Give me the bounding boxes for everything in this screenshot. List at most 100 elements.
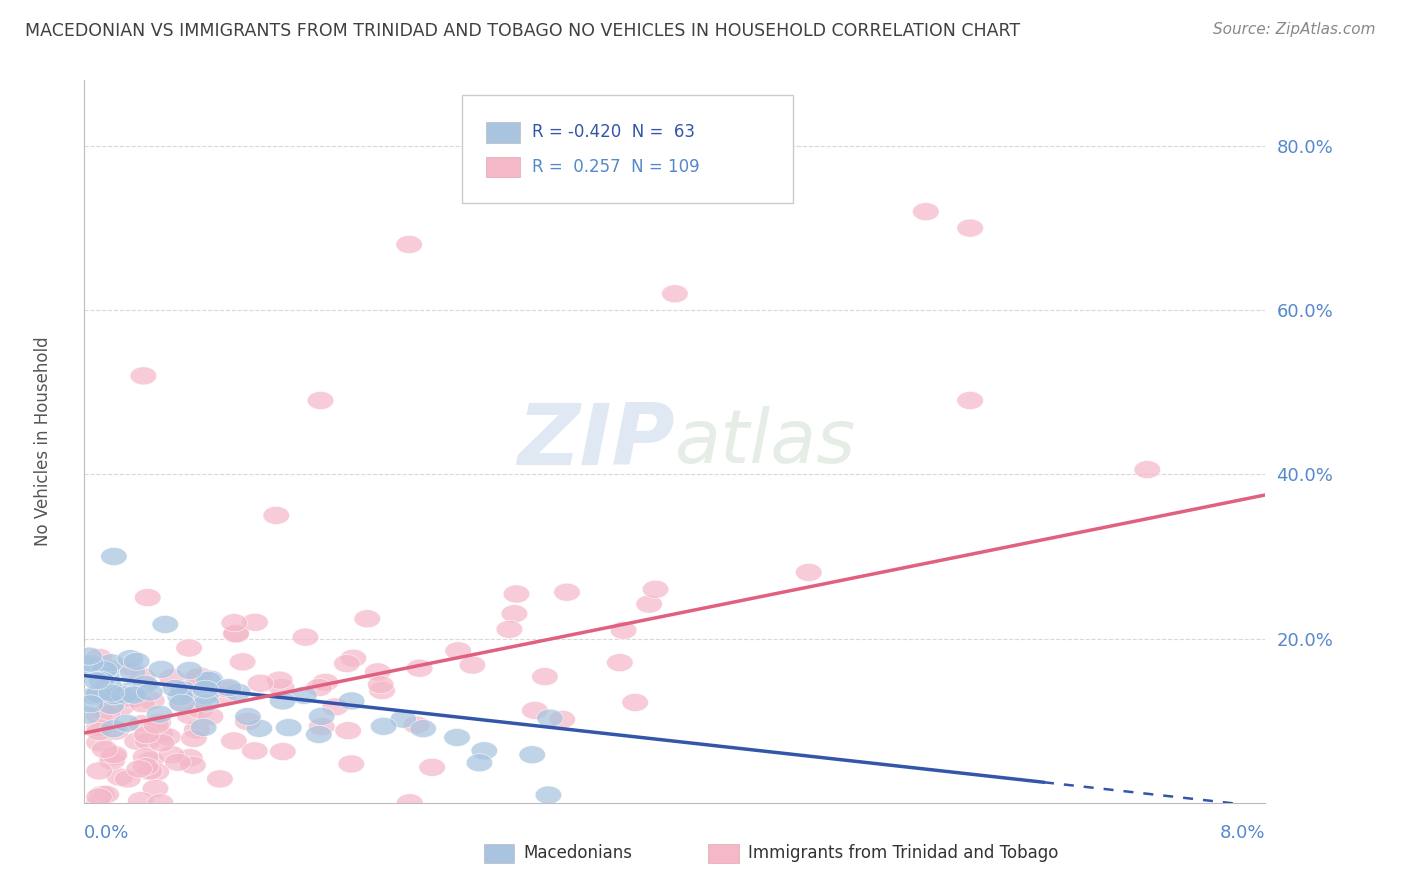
Ellipse shape (209, 686, 236, 705)
Ellipse shape (221, 731, 247, 750)
Ellipse shape (132, 747, 159, 766)
Ellipse shape (135, 589, 162, 607)
Ellipse shape (86, 723, 112, 740)
Ellipse shape (957, 219, 983, 237)
Ellipse shape (501, 605, 527, 623)
Ellipse shape (86, 684, 112, 702)
Ellipse shape (522, 701, 548, 720)
Ellipse shape (114, 770, 141, 788)
Ellipse shape (531, 667, 558, 686)
Ellipse shape (370, 717, 396, 735)
Ellipse shape (496, 620, 523, 639)
Ellipse shape (169, 694, 195, 713)
Ellipse shape (143, 763, 170, 781)
Ellipse shape (368, 681, 395, 699)
Ellipse shape (308, 717, 335, 736)
Ellipse shape (101, 746, 128, 764)
Ellipse shape (79, 657, 105, 675)
Ellipse shape (120, 685, 146, 703)
Ellipse shape (136, 683, 163, 701)
Ellipse shape (190, 718, 217, 737)
Ellipse shape (367, 675, 394, 694)
Ellipse shape (128, 791, 155, 810)
Ellipse shape (124, 652, 150, 671)
Ellipse shape (270, 742, 297, 761)
Ellipse shape (912, 202, 939, 220)
Ellipse shape (270, 692, 295, 710)
Ellipse shape (246, 719, 273, 738)
Ellipse shape (308, 392, 333, 409)
Ellipse shape (103, 687, 129, 705)
Ellipse shape (221, 614, 247, 632)
Ellipse shape (103, 722, 129, 740)
Text: atlas: atlas (675, 406, 856, 477)
Ellipse shape (193, 687, 219, 705)
Ellipse shape (124, 732, 150, 750)
Ellipse shape (91, 740, 118, 758)
Ellipse shape (138, 691, 165, 710)
Ellipse shape (146, 706, 173, 723)
Ellipse shape (86, 762, 112, 780)
Text: 8.0%: 8.0% (1220, 824, 1265, 842)
Ellipse shape (76, 647, 103, 665)
Ellipse shape (117, 681, 143, 700)
Ellipse shape (155, 728, 181, 746)
Ellipse shape (242, 614, 269, 632)
Ellipse shape (276, 719, 302, 737)
Ellipse shape (467, 754, 492, 772)
Ellipse shape (170, 683, 197, 701)
Text: R =  0.257  N = 109: R = 0.257 N = 109 (531, 158, 700, 176)
Ellipse shape (548, 710, 575, 729)
Ellipse shape (292, 628, 319, 646)
Ellipse shape (305, 679, 332, 697)
Ellipse shape (197, 707, 224, 725)
Ellipse shape (389, 710, 416, 728)
Ellipse shape (111, 686, 138, 704)
Ellipse shape (536, 786, 562, 804)
Ellipse shape (75, 706, 100, 724)
Ellipse shape (152, 615, 179, 633)
Ellipse shape (419, 758, 446, 776)
Ellipse shape (519, 746, 546, 764)
Ellipse shape (148, 794, 173, 812)
Ellipse shape (121, 686, 148, 704)
Ellipse shape (195, 672, 222, 690)
Ellipse shape (86, 788, 112, 806)
Ellipse shape (170, 681, 197, 698)
Ellipse shape (98, 752, 125, 770)
Ellipse shape (224, 683, 250, 701)
Ellipse shape (145, 714, 172, 732)
Ellipse shape (143, 716, 170, 734)
Text: MACEDONIAN VS IMMIGRANTS FROM TRINIDAD AND TOBAGO NO VEHICLES IN HOUSEHOLD CORRE: MACEDONIAN VS IMMIGRANTS FROM TRINIDAD A… (25, 22, 1021, 40)
Ellipse shape (167, 688, 194, 706)
Text: R = -0.420  N =  63: R = -0.420 N = 63 (531, 123, 695, 141)
Ellipse shape (406, 659, 433, 677)
Ellipse shape (242, 742, 269, 760)
Ellipse shape (444, 729, 471, 747)
Ellipse shape (396, 794, 423, 812)
Ellipse shape (537, 709, 564, 727)
Ellipse shape (503, 585, 530, 603)
Ellipse shape (89, 672, 115, 690)
Ellipse shape (135, 732, 160, 750)
Ellipse shape (312, 673, 339, 691)
Ellipse shape (177, 748, 202, 767)
FancyBboxPatch shape (709, 844, 738, 863)
Ellipse shape (354, 610, 381, 628)
FancyBboxPatch shape (484, 844, 515, 863)
Ellipse shape (515, 169, 540, 188)
Ellipse shape (235, 707, 262, 725)
Ellipse shape (636, 595, 662, 613)
Ellipse shape (215, 679, 242, 697)
Ellipse shape (957, 392, 983, 409)
FancyBboxPatch shape (486, 156, 520, 178)
Ellipse shape (149, 734, 176, 752)
Ellipse shape (224, 624, 249, 642)
Ellipse shape (460, 656, 485, 674)
Ellipse shape (180, 756, 207, 774)
Ellipse shape (207, 770, 233, 788)
Ellipse shape (322, 698, 349, 716)
Ellipse shape (77, 654, 104, 673)
FancyBboxPatch shape (486, 122, 520, 143)
Ellipse shape (94, 659, 120, 677)
